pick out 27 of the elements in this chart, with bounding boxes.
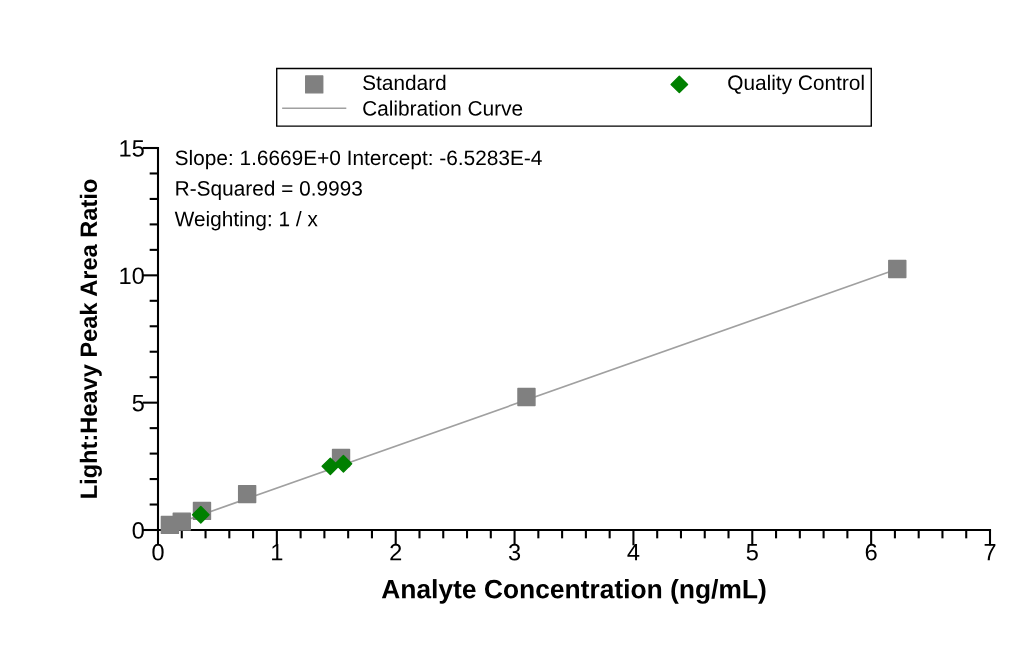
- x-tick-label: 5: [746, 544, 758, 561]
- x-tick-label: 3: [508, 543, 521, 561]
- x-tick-label: 4: [627, 544, 640, 561]
- y-tick-label: 5: [132, 394, 144, 412]
- point: [237, 484, 257, 504]
- point: [191, 505, 210, 524]
- point: [888, 259, 907, 279]
- x-tick-label: 7: [984, 544, 996, 561]
- legend-label: Calibration Curve: [363, 100, 523, 116]
- point: [334, 454, 353, 473]
- x-tick-label: 2: [390, 543, 402, 561]
- legend-label: Standard: [363, 74, 446, 91]
- y-tick-label: 10: [120, 267, 144, 285]
- annotation: Weighting: 1 / x: [174, 211, 318, 231]
- y-axis-title: Light:Heavy Peak Area Ratio: [79, 179, 102, 498]
- x-axis-title: Analyte Concentration (ng/mL): [381, 579, 766, 604]
- point: [321, 457, 340, 476]
- legend-label: Quality Control: [728, 74, 864, 95]
- annotation: R-Squared = 0.9993: [176, 180, 362, 200]
- x-tick-label: 0: [152, 543, 164, 561]
- y-tick-label: 15: [120, 140, 144, 157]
- point: [517, 387, 536, 407]
- annotation: Slope: 1.6669E+0 Intercept: -6.5283E-4: [175, 149, 542, 170]
- x-tick-label: 6: [865, 543, 877, 561]
- point: [172, 512, 191, 531]
- y-tick-label: 0: [132, 522, 144, 539]
- x-tick-label: 1: [272, 544, 283, 561]
